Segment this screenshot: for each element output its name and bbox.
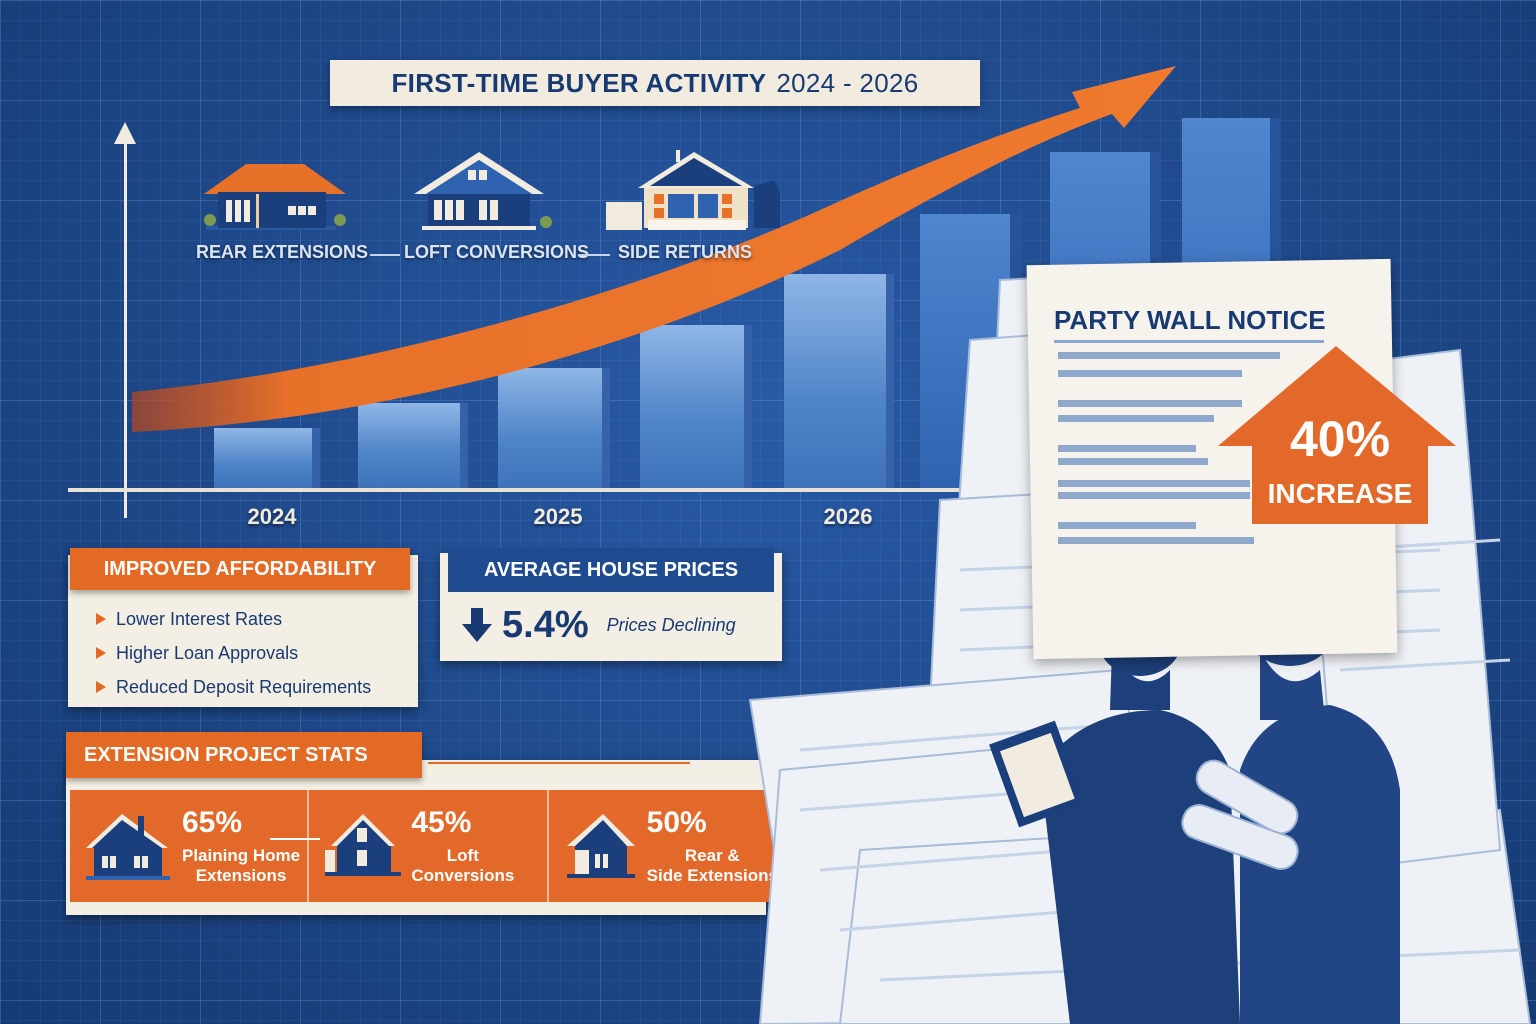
badge-label: INCREASE <box>1267 478 1413 509</box>
notice-text-line <box>1058 492 1250 499</box>
house-side-return-icon <box>606 150 780 230</box>
stat-value: 65% <box>182 805 243 839</box>
stat-value: 45% <box>411 805 472 839</box>
stat-label-line2: Side Extensions <box>646 866 778 885</box>
stat-home-extensions: 65% Plaining Home Extensions <box>70 790 320 902</box>
stat-value: 50% <box>646 805 707 839</box>
down-arrow-icon <box>462 607 492 642</box>
list-item-label: Reduced Deposit Requirements <box>116 676 372 697</box>
house-prices-value: 5.4% <box>502 604 589 646</box>
list-item-label: Lower Interest Rates <box>116 608 283 629</box>
house-label-rear-extensions: REAR EXTENSIONS <box>196 242 369 262</box>
label-separator <box>370 254 400 256</box>
up-arrow-badge-icon <box>1218 346 1456 524</box>
notice-text-line <box>1058 415 1214 422</box>
notice-title: PARTY WALL NOTICE <box>1054 305 1326 335</box>
bar-1 <box>214 428 320 488</box>
notice-text-line <box>1058 537 1254 544</box>
notice-text-line <box>1058 370 1242 377</box>
list-item: Higher Loan Approvals <box>96 636 371 670</box>
bar-2 <box>358 403 468 488</box>
notice-rule <box>1054 340 1324 343</box>
house-label-loft-conversions: LOFT CONVERSIONS <box>404 242 590 262</box>
house-prices-heading: AVERAGE HOUSE PRICES <box>448 548 774 592</box>
notice-text-line <box>1058 352 1280 359</box>
extension-stats-band: 65% Plaining Home Extensions 45% Loft Co… <box>70 790 786 902</box>
notice-text-line <box>1058 458 1208 465</box>
x-tick-2025: 2025 <box>533 504 583 529</box>
house-prices-caption: Prices Declining <box>606 615 736 635</box>
stat-label-line1: Loft <box>446 845 479 865</box>
notice-text-line <box>1058 400 1242 407</box>
stat-label-line2: Extensions <box>195 866 287 885</box>
stat-label-line2: Conversions <box>411 866 515 885</box>
house-orange-roof-icon <box>204 164 346 230</box>
house-prices-value-row: 5.4% Prices Declining <box>462 604 736 647</box>
x-axis <box>68 488 968 492</box>
list-item: Reduced Deposit Requirements <box>96 670 371 704</box>
house-side-extension-icon <box>566 814 635 878</box>
list-item-label: Higher Loan Approvals <box>116 642 299 663</box>
house-loft-small-icon <box>325 814 402 876</box>
stat-rear-side-extensions: 50% Rear & Side Extensions <box>546 790 786 902</box>
bar-3 <box>498 368 610 488</box>
stat-text: 65% Plaining Home Extensions <box>182 806 300 887</box>
house-label-side-returns: SIDE RETURNS <box>618 242 753 262</box>
house-chimney-icon <box>86 814 170 880</box>
stat-text: 45% Loft Conversions <box>411 806 514 887</box>
chart-title-years: 2024 - 2026 <box>776 67 919 98</box>
heading-rule <box>428 762 690 764</box>
notice-text-line <box>1058 522 1196 529</box>
stat-label-line1: Plaining Home <box>182 845 301 865</box>
list-item: Lower Interest Rates <box>96 602 371 636</box>
x-tick-2026: 2026 <box>823 504 873 529</box>
stat-label-line1: Rear & <box>684 845 740 865</box>
stat-text: 50% Rear & Side Extensions <box>647 806 778 887</box>
notice-text-line <box>1058 445 1196 452</box>
x-tick-2024: 2024 <box>247 504 297 529</box>
y-axis-arrow-icon <box>114 122 136 144</box>
chart-title: FIRST-TIME BUYER ACTIVITY 2024 - 2026 <box>330 60 980 106</box>
chart-title-main: FIRST-TIME BUYER ACTIVITY <box>391 67 767 98</box>
affordability-list: Lower Interest Rates Higher Loan Approva… <box>96 602 371 704</box>
house-loft-icon <box>414 152 552 230</box>
extension-stats-heading: EXTENSION PROJECT STATS <box>66 732 422 778</box>
badge-value: 40% <box>1289 411 1391 467</box>
notice-text-line <box>1058 480 1250 487</box>
stat-rule <box>270 838 320 840</box>
bullet-triangle-icon <box>96 647 106 659</box>
label-separator <box>580 254 610 256</box>
bar-4 <box>640 325 752 488</box>
bullet-triangle-icon <box>96 613 106 625</box>
affordability-heading: IMPROVED AFFORDABILITY <box>70 548 410 590</box>
stat-loft-conversions: 45% Loft Conversions <box>307 790 546 902</box>
y-axis <box>124 140 127 518</box>
bullet-triangle-icon <box>96 681 106 693</box>
